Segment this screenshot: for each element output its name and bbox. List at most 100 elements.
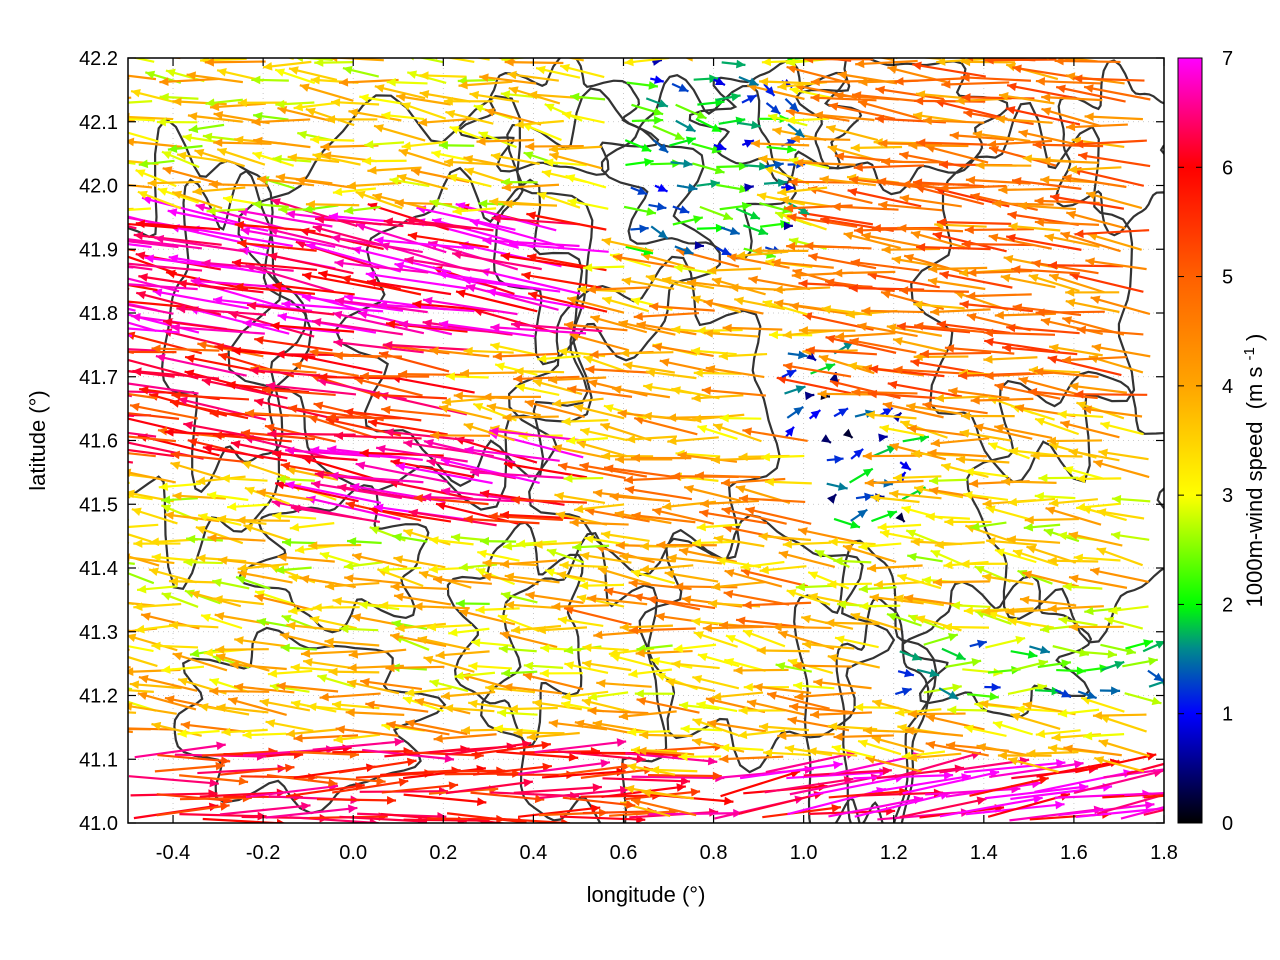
wind-arrow <box>804 241 872 251</box>
wind-arrow <box>341 275 422 296</box>
wind-arrow <box>614 510 672 525</box>
wind-arrow <box>567 198 609 210</box>
wind-arrow <box>602 776 691 786</box>
wind-arrow <box>623 205 657 216</box>
wind-arrow <box>842 428 854 439</box>
wind-arrow <box>305 107 355 127</box>
wind-arrow <box>408 508 497 527</box>
wind-arrow <box>825 334 897 354</box>
wind-arrow <box>1006 535 1061 544</box>
wind-arrow <box>479 536 517 546</box>
wind-arrow <box>994 310 1056 320</box>
wind-arrow <box>690 346 737 356</box>
wind-arrow <box>652 125 685 141</box>
wind-arrow <box>810 363 836 375</box>
wind-arrow <box>292 361 359 378</box>
wind-arrow <box>381 111 425 121</box>
wind-arrow <box>625 434 678 444</box>
wind-arrow <box>650 75 665 84</box>
wind-arrow <box>771 258 834 269</box>
wind-arrow <box>556 570 608 585</box>
wind-arrow <box>244 409 312 418</box>
wind-arrow <box>359 371 430 381</box>
wind-arrow <box>989 760 1084 779</box>
wind-arrow <box>287 404 362 419</box>
wind-arrow <box>683 484 741 502</box>
wind-arrow <box>585 365 653 374</box>
wind-arrow <box>172 652 228 672</box>
wind-arrow <box>1027 387 1098 400</box>
wind-arrow <box>1010 712 1061 731</box>
wind-arrow <box>211 578 250 590</box>
wind-arrow <box>168 254 267 275</box>
wind-arrow <box>226 502 269 511</box>
wind-arrow <box>1034 367 1099 379</box>
wind-arrow <box>976 743 1033 758</box>
wind-arrow <box>922 401 988 415</box>
wind-arrow <box>452 206 497 216</box>
wind-arrow <box>383 340 473 352</box>
wind-arrow <box>498 644 537 654</box>
wind-arrow <box>128 131 159 143</box>
wind-arrow <box>960 73 1032 82</box>
wind-arrow <box>333 733 381 744</box>
wind-arrow <box>802 640 855 650</box>
wind-arrow <box>649 302 715 312</box>
wind-arrow <box>525 591 584 604</box>
wind-arrow <box>552 444 608 459</box>
wind-arrow <box>1069 382 1128 394</box>
wind-arrow <box>237 562 289 573</box>
wind-arrow <box>489 427 585 442</box>
wind-arrow <box>609 492 671 503</box>
wind-arrow <box>742 600 812 610</box>
wind-arrow <box>275 565 312 575</box>
wind-arrow <box>1065 210 1126 230</box>
wind-arrow <box>1073 553 1121 563</box>
wind-arrow <box>206 206 246 216</box>
wind-arrow <box>455 599 490 608</box>
wind-arrow <box>963 759 1066 774</box>
wind-arrow <box>983 355 1038 364</box>
wind-arrow <box>128 382 199 395</box>
wind-arrow <box>504 58 564 67</box>
wind-arrow <box>128 350 135 354</box>
wind-arrow <box>597 566 651 586</box>
wind-arrow <box>286 58 295 60</box>
wind-arrow <box>866 563 923 573</box>
wind-arrow <box>215 645 269 654</box>
wind-arrow <box>763 748 811 758</box>
wind-arrow <box>645 274 696 291</box>
wind-arrow <box>1143 808 1164 816</box>
wind-arrow <box>587 691 629 701</box>
wind-arrow <box>919 349 992 359</box>
terrain-contour <box>507 255 781 577</box>
wind-arrow <box>720 226 741 236</box>
wind-arrow <box>137 190 182 210</box>
wind-arrow <box>1104 616 1144 630</box>
wind-arrow <box>579 462 648 478</box>
wind-arrow <box>557 462 626 480</box>
wind-arrow <box>330 234 423 254</box>
wind-arrow <box>548 719 608 731</box>
wind-arrow <box>879 424 925 437</box>
wind-arrow <box>301 271 385 291</box>
wind-arrow <box>716 183 749 194</box>
wind-arrow <box>944 517 992 527</box>
wind-arrow <box>850 258 920 272</box>
wind-arrow <box>789 302 850 316</box>
wind-arrow <box>390 582 449 592</box>
y-tick-label: 41.1 <box>79 749 118 771</box>
wind-arrow <box>128 255 178 275</box>
wind-arrow <box>1082 731 1125 741</box>
wind-arrow <box>133 602 182 612</box>
wind-arrow <box>1034 218 1100 227</box>
wind-arrow <box>738 706 786 715</box>
wind-arrow <box>821 434 832 444</box>
y-axis: 41.0 41.1 41.2 41.3 41.4 41.5 41.6 41.7 41.8 41.9… <box>79 48 1164 835</box>
wind-arrow <box>763 83 776 97</box>
wind-arrow <box>355 461 448 483</box>
wind-arrow <box>254 593 314 611</box>
wind-arrow <box>699 205 734 221</box>
wind-arrow <box>398 148 451 168</box>
colorbar-tick-label: 5 <box>1222 267 1233 289</box>
